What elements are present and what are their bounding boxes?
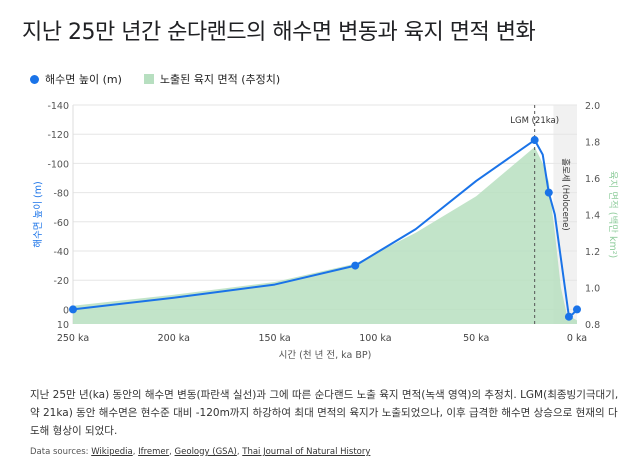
y-left-tick-label: 0 xyxy=(63,305,69,316)
y-left-tick-label: -20 xyxy=(53,276,69,287)
sea-level-point xyxy=(69,305,77,314)
y-left-tick-label: 10 xyxy=(57,320,69,331)
legend-marker xyxy=(143,74,154,84)
sea-level-line xyxy=(72,139,578,318)
sea-level-point xyxy=(573,305,581,314)
y-right-tick-label: 2.0 xyxy=(585,101,600,112)
legend-marker xyxy=(30,74,39,84)
lgm-label: LGM (21ka) xyxy=(510,116,559,126)
legend-item-sea-level[interactable]: 해수면 높이 (m) xyxy=(30,71,122,87)
caption: 지난 25만 년(ka) 동안의 해수면 변동(파란색 실선)과 그에 따른 순… xyxy=(30,389,619,437)
chart: -140 -120 -100 -80 -60 -40 -20 0 10 2.0 1.8 1.6 1.4 1… xyxy=(32,101,619,361)
y-right-tick-label: 1.6 xyxy=(585,174,600,185)
y-left-tick-label: -80 xyxy=(53,189,69,200)
source-link[interactable]: Wikipedia xyxy=(91,447,133,457)
x-tick-label: 250 ka xyxy=(57,333,89,344)
land-area xyxy=(73,146,577,324)
y-right-axis-label: 육지 면적 (백만 km²) xyxy=(607,171,619,258)
y-right-tick-label: 1.0 xyxy=(585,284,600,295)
y-right-tick-label: 1.8 xyxy=(585,138,600,149)
y-left-tick-label: -100 xyxy=(47,159,69,170)
y-left-tick-label: -120 xyxy=(47,130,69,141)
data-sources: Data sources: Wikipedia, Ifremer, Geolog… xyxy=(30,447,371,457)
page-title: 지난 25만 년간 순다랜드의 해수면 변동과 육지 면적 변화 xyxy=(22,20,536,45)
x-tick-label: 50 ka xyxy=(463,333,489,344)
y-left-tick-label: -60 xyxy=(53,218,69,229)
y-right-tick-label: 1.2 xyxy=(585,247,600,258)
source-link[interactable]: Thai Journal of Natural History xyxy=(242,447,371,457)
holocene-band xyxy=(553,105,577,324)
y-left-tick-label: -140 xyxy=(47,101,69,112)
x-tick-label: 200 ka xyxy=(158,333,190,344)
holocene-label: 홀로세 (Holocene) xyxy=(560,158,571,230)
legend-label: 해수면 높이 (m) xyxy=(45,73,122,86)
y-right-tick-label: 1.4 xyxy=(585,211,600,222)
x-axis-label: 시간 (천 년 전, ka BP) xyxy=(279,350,372,361)
source-link[interactable]: Geology (GSA) xyxy=(174,447,237,457)
sea-level-point xyxy=(351,261,360,270)
source-link[interactable]: Ifremer xyxy=(138,447,170,457)
sea-level-point xyxy=(530,136,539,145)
x-tick-label: 150 ka xyxy=(258,333,290,344)
sources-prefix: Data sources: xyxy=(30,447,92,457)
sea-level-point xyxy=(564,312,573,321)
sea-level-point xyxy=(544,188,553,197)
x-tick-label: 100 ka xyxy=(359,333,391,344)
y-right-tick-label: 0.8 xyxy=(585,320,600,331)
legend: 해수면 높이 (m) 노출된 육지 면적 (추정치) xyxy=(30,71,280,87)
legend-label: 노출된 육지 면적 (추정치) xyxy=(159,73,281,86)
y-left-tick-label: -40 xyxy=(53,247,69,258)
x-tick-label: 0 ka xyxy=(567,333,587,344)
legend-item-land-area[interactable]: 노출된 육지 면적 (추정치) xyxy=(143,71,281,87)
y-left-axis-label: 해수면 높이 (m) xyxy=(32,181,44,247)
